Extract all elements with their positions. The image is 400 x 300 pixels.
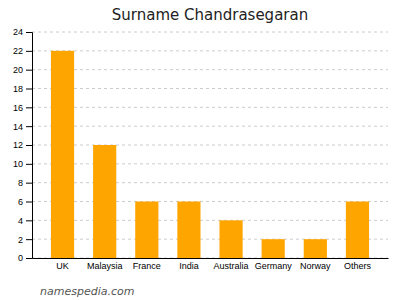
- grid-line: [32, 50, 388, 51]
- x-tick: Norway: [300, 261, 331, 271]
- y-tick-mark: [26, 202, 32, 203]
- x-tick-label: UK: [56, 261, 69, 271]
- grid-line: [32, 145, 388, 146]
- y-tick: 14: [13, 122, 32, 132]
- bar: [135, 202, 158, 259]
- x-tick: UK: [56, 261, 69, 271]
- bar: [177, 202, 200, 259]
- y-tick-label: 22: [13, 46, 23, 56]
- x-tick-label: Malaysia: [87, 261, 123, 271]
- x-tick-label: France: [133, 261, 161, 271]
- grid-line: [32, 258, 388, 259]
- y-tick-mark: [26, 89, 32, 90]
- chart: 024681012141618202224UKMalaysiaFranceInd…: [0, 0, 400, 300]
- bar: [219, 220, 242, 258]
- y-tick-mark: [26, 183, 32, 184]
- y-tick: 4: [18, 216, 32, 226]
- y-tick: 10: [13, 159, 32, 169]
- x-tick: France: [133, 261, 161, 271]
- x-tick-label: Australia: [214, 261, 249, 271]
- y-tick-label: 6: [18, 197, 23, 207]
- y-tick-mark: [26, 145, 32, 146]
- grid-line: [32, 163, 388, 164]
- bar: [93, 145, 116, 258]
- y-tick-label: 2: [18, 235, 23, 245]
- y-tick-mark: [26, 220, 32, 221]
- grid-line: [32, 201, 388, 202]
- y-tick: 24: [13, 27, 32, 37]
- y-tick-mark: [26, 107, 32, 108]
- bar: [51, 51, 74, 258]
- x-tick: Others: [344, 261, 372, 271]
- y-tick-mark: [26, 32, 32, 33]
- grid-line: [32, 107, 388, 108]
- y-tick-label: 10: [13, 159, 23, 169]
- y-tick-mark: [26, 51, 32, 52]
- bar: [262, 239, 285, 258]
- y-tick-mark: [26, 258, 32, 259]
- y-tick-label: 24: [13, 27, 23, 37]
- y-tick-label: 4: [18, 216, 23, 226]
- y-tick-label: 12: [13, 140, 23, 150]
- grid-line: [32, 32, 388, 33]
- x-tick-label: Others: [344, 261, 372, 271]
- y-tick: 18: [13, 84, 32, 94]
- x-axis: UK Malaysia France India Australia Germany Nor…: [33, 259, 389, 272]
- y-tick-label: 0: [18, 253, 23, 263]
- x-tick-label: Norway: [300, 261, 331, 271]
- plot: 024681012141618202224UKMalaysiaFranceInd…: [13, 27, 389, 271]
- y-tick-label: 8: [18, 178, 23, 188]
- y-tick: 8: [18, 178, 32, 188]
- y-tick-mark: [26, 70, 32, 71]
- bar: [346, 202, 369, 259]
- grid-line: [32, 126, 388, 127]
- grid-line: [32, 182, 388, 183]
- watermark: namespedia.com: [40, 285, 134, 298]
- y-tick: 22: [13, 46, 32, 56]
- y-tick-mark: [26, 164, 32, 165]
- y-tick-label: 16: [13, 103, 23, 113]
- x-tick: India: [179, 261, 199, 271]
- y-tick-label: 18: [13, 84, 23, 94]
- bars: [51, 51, 369, 258]
- x-axis-line: [33, 258, 389, 259]
- y-axis-line: [26, 33, 33, 259]
- y-tick-mark: [26, 239, 32, 240]
- y-tick: 2: [18, 235, 32, 245]
- grid: [32, 32, 388, 258]
- x-tick-label: Germany: [255, 261, 293, 271]
- bar: [304, 239, 327, 258]
- y-tick: 12: [13, 140, 32, 150]
- y-tick: 0: [18, 253, 32, 263]
- x-tick-label: India: [179, 261, 199, 271]
- y-tick-label: 20: [13, 65, 23, 75]
- x-tick: Germany: [255, 261, 293, 271]
- x-tick: Malaysia: [87, 261, 123, 271]
- grid-line: [32, 88, 388, 89]
- y-tick-label: 14: [13, 122, 23, 132]
- x-tick: Australia: [214, 261, 249, 271]
- y-axis: 024681012141618202224: [13, 27, 33, 263]
- y-tick-mark: [26, 126, 32, 127]
- y-tick: 6: [18, 197, 32, 207]
- y-tick: 20: [13, 65, 32, 75]
- grid-line: [32, 239, 388, 240]
- title: Surname Chandrasegaran: [112, 6, 308, 24]
- grid-line: [32, 220, 388, 221]
- y-tick: 16: [13, 103, 32, 113]
- grid-line: [32, 69, 388, 70]
